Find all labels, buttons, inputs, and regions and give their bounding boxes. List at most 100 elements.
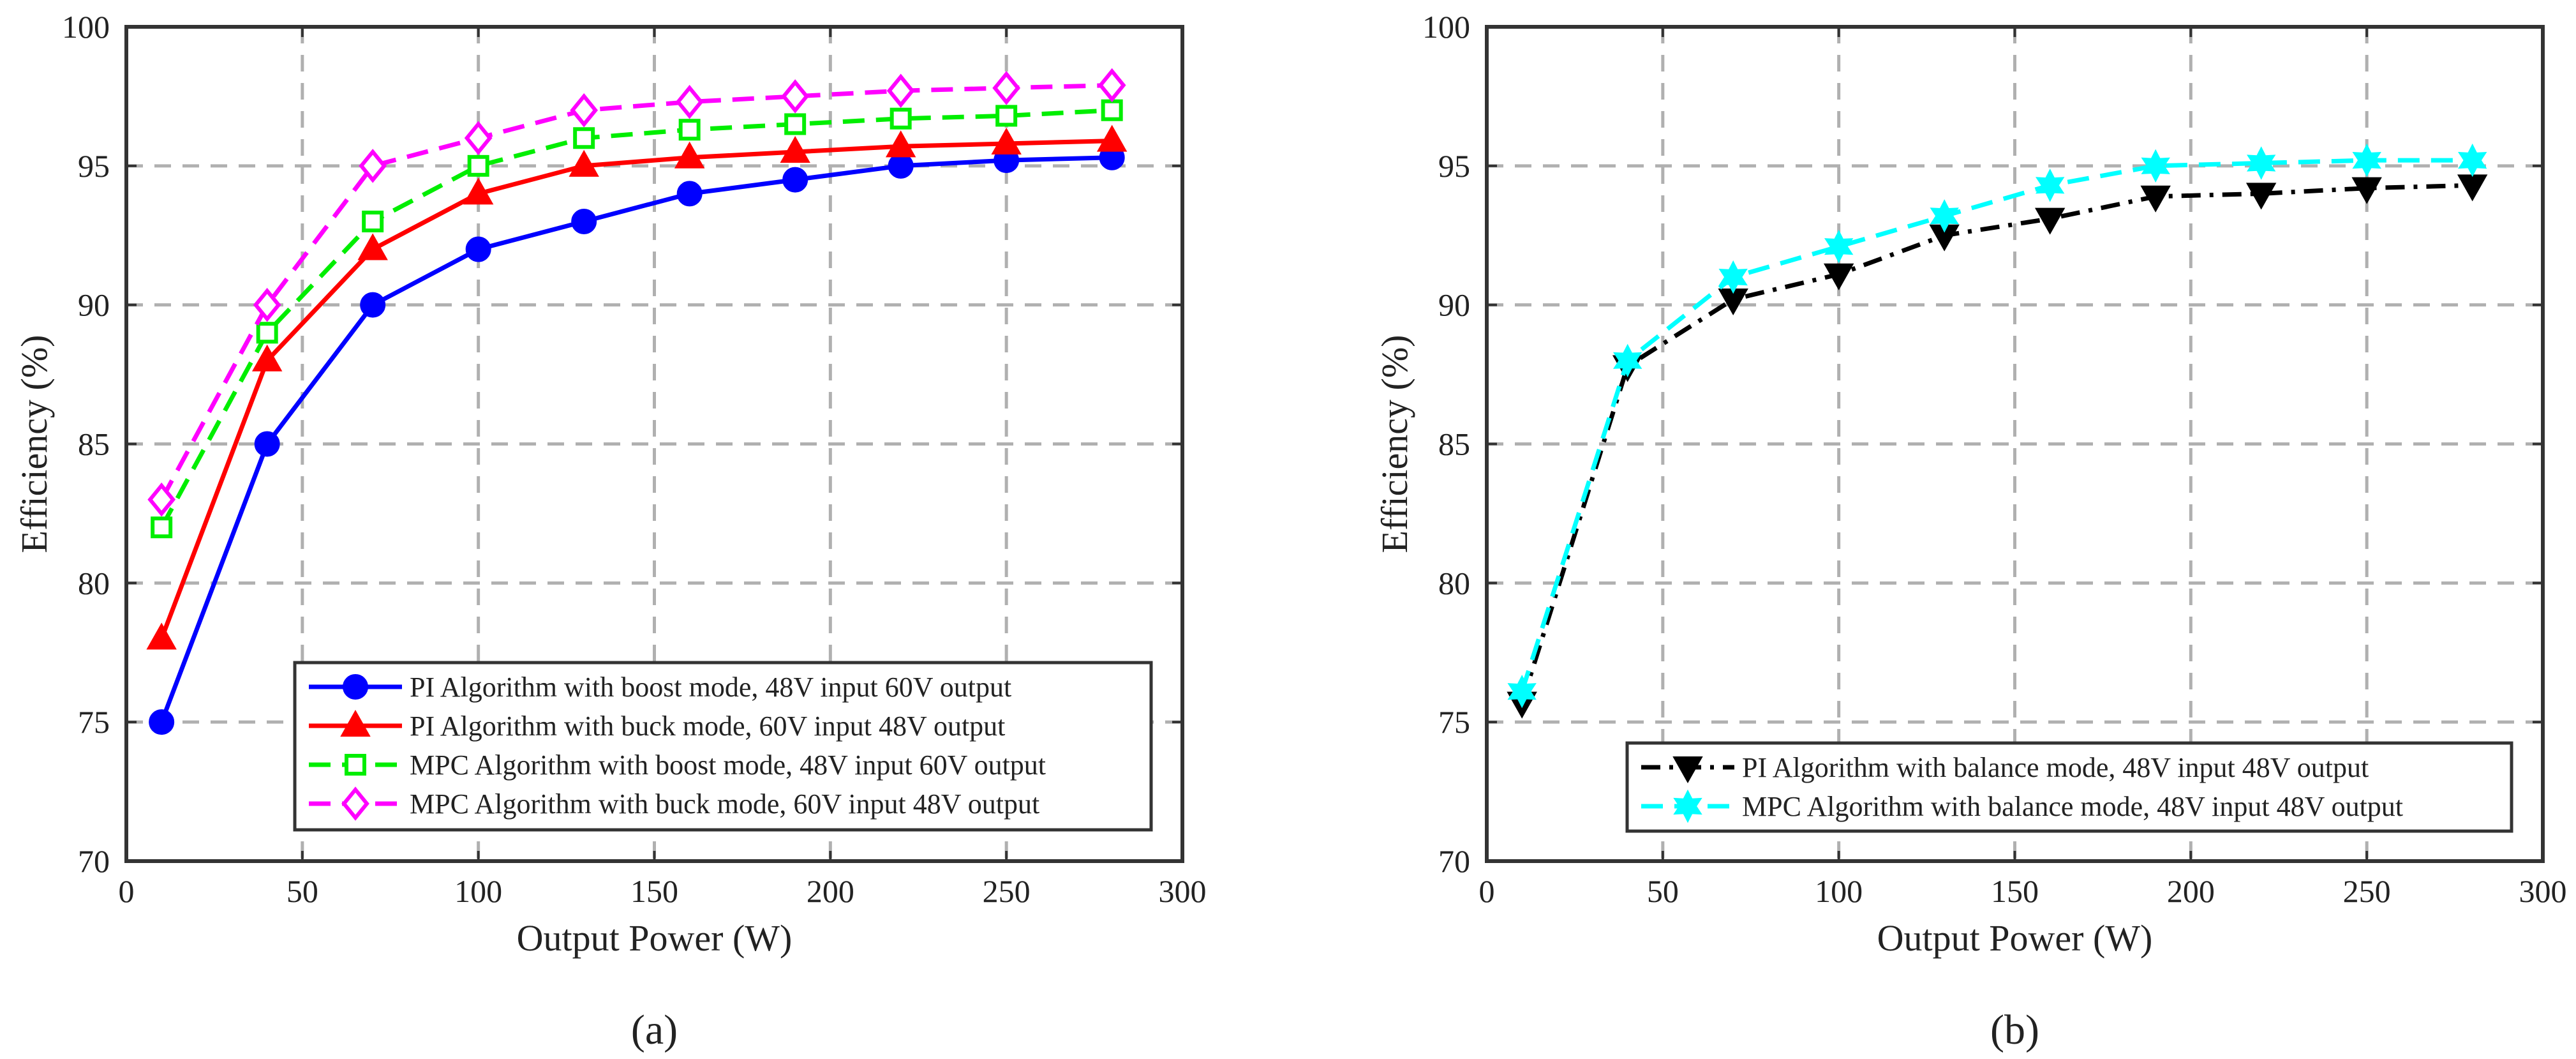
data-point	[992, 71, 1021, 105]
data-point	[151, 516, 173, 539]
x-tick-label: 100	[1815, 873, 1863, 909]
y-tick-label: 80	[78, 565, 110, 601]
data-point	[256, 322, 278, 344]
y-axis-label: Efficiency (%)	[1374, 335, 1415, 553]
series-line	[160, 108, 1112, 529]
x-tick-label: 300	[1159, 873, 1207, 909]
y-tick-label: 75	[78, 704, 110, 740]
legend-marker	[343, 674, 368, 700]
data-point	[467, 154, 489, 177]
x-tick-label: 50	[1647, 873, 1679, 909]
y-tick-label: 90	[78, 287, 110, 323]
data-point	[1823, 263, 1854, 290]
legend-item: PI Algorithm with buck mode, 60V input 4…	[309, 709, 1005, 742]
data-point	[784, 113, 807, 135]
y-tick-label: 70	[78, 843, 110, 879]
y-tick-label: 100	[1422, 9, 1470, 45]
data-point	[251, 344, 283, 372]
data-point	[573, 127, 595, 149]
legend-label: MPC Algorithm with boost mode, 48V input…	[410, 749, 1046, 781]
series-line	[159, 139, 1112, 640]
data-point	[780, 136, 810, 163]
data-point	[1612, 343, 1642, 377]
data-point	[465, 236, 491, 262]
data-point	[569, 149, 599, 177]
data-point	[995, 105, 1018, 127]
data-point	[781, 79, 810, 114]
x-tick-label: 200	[807, 873, 854, 909]
panel-a-series-2	[146, 124, 1128, 650]
x-tick-label: 150	[1991, 873, 2039, 909]
x-axis-label: Output Power (W)	[1877, 917, 2153, 959]
y-tick-label: 75	[1438, 704, 1470, 740]
data-point	[1096, 124, 1128, 152]
x-axis-label: Output Power (W)	[517, 917, 793, 959]
data-point	[1098, 68, 1126, 103]
data-point	[676, 181, 703, 207]
data-point	[253, 287, 281, 322]
panel-a: 0 50 100 150 200 250 300 70 75 80 85 90 95 100 Output …	[13, 9, 1207, 1053]
data-point	[359, 149, 387, 183]
panel-a-series-3	[151, 99, 1123, 539]
data-point	[886, 73, 915, 108]
data-point	[1101, 99, 1123, 121]
legend-label: PI Algorithm with balance mode, 48V inpu…	[1742, 752, 2369, 783]
data-point	[675, 84, 704, 119]
data-point	[991, 127, 1022, 154]
legend-marker	[345, 754, 366, 776]
panel-b: 0 50 100 150 200 250 300 70 75 80 85 90 95 100 Output …	[1374, 9, 2567, 1053]
legend-label: PI Algorithm with boost mode, 48V input …	[410, 672, 1011, 703]
legend-label: MPC Algorithm with buck mode, 60V input …	[410, 788, 1039, 820]
y-tick-label: 70	[1438, 843, 1470, 879]
x-tick-label: 250	[2343, 873, 2391, 909]
y-axis-label: Efficiency (%)	[13, 335, 55, 553]
series-line	[1519, 158, 2473, 693]
series-line	[160, 83, 1112, 501]
legend-item: PI Algorithm with boost mode, 48V input …	[309, 672, 1011, 703]
legend-marker	[340, 709, 371, 737]
legend-label: MPC Algorithm with balance mode, 48V inp…	[1742, 791, 2403, 822]
x-tick-label: 250	[983, 873, 1031, 909]
data-point	[1718, 260, 1748, 294]
y-tick-label: 85	[1438, 426, 1470, 462]
data-point	[782, 167, 808, 193]
panel-a-legend: PI Algorithm with boost mode, 48V input …	[293, 661, 1153, 832]
data-point	[2352, 143, 2381, 177]
legend-marker	[341, 786, 369, 821]
data-point	[2034, 207, 2066, 235]
data-point	[674, 141, 705, 169]
y-tick-label: 90	[1438, 287, 1470, 323]
y-tick-label: 80	[1438, 565, 1470, 601]
data-point	[888, 153, 914, 179]
legend-label: PI Algorithm with buck mode, 60V input 4…	[410, 710, 1005, 742]
data-point	[1507, 674, 1537, 709]
data-point	[2245, 183, 2277, 210]
data-point	[147, 482, 176, 517]
legend-box	[293, 661, 1153, 832]
x-tick-label: 150	[630, 873, 678, 909]
data-point	[571, 208, 597, 234]
x-tick-label: 100	[454, 873, 502, 909]
data-point	[464, 121, 493, 156]
legend-item: MPC Algorithm with boost mode, 48V input…	[309, 749, 1046, 781]
data-point	[254, 431, 280, 457]
legend-item: MPC Algorithm with balance mode, 48V inp…	[1641, 789, 2403, 823]
panel-label: (b)	[1990, 1007, 2039, 1053]
x-tick-label: 200	[2167, 873, 2215, 909]
panel-b-legend: PI Algorithm with balance mode, 48V inpu…	[1625, 741, 2513, 833]
panel-a-axes-frame	[124, 25, 1184, 863]
data-point	[360, 292, 386, 318]
panel-label: (a)	[631, 1007, 678, 1053]
panel-b-axes-frame	[1485, 25, 2545, 863]
x-tick-label: 300	[2519, 873, 2567, 909]
data-point	[146, 622, 177, 650]
panel-a-series-4	[147, 68, 1126, 517]
y-tick-label: 95	[78, 148, 110, 184]
legend-marker	[1672, 756, 1703, 784]
data-point	[149, 709, 175, 735]
legend-item: MPC Algorithm with buck mode, 60V input …	[309, 786, 1039, 821]
y-tick-label: 100	[62, 9, 110, 45]
panel-b-series-2	[1507, 143, 2487, 709]
series-line	[1519, 183, 2473, 703]
